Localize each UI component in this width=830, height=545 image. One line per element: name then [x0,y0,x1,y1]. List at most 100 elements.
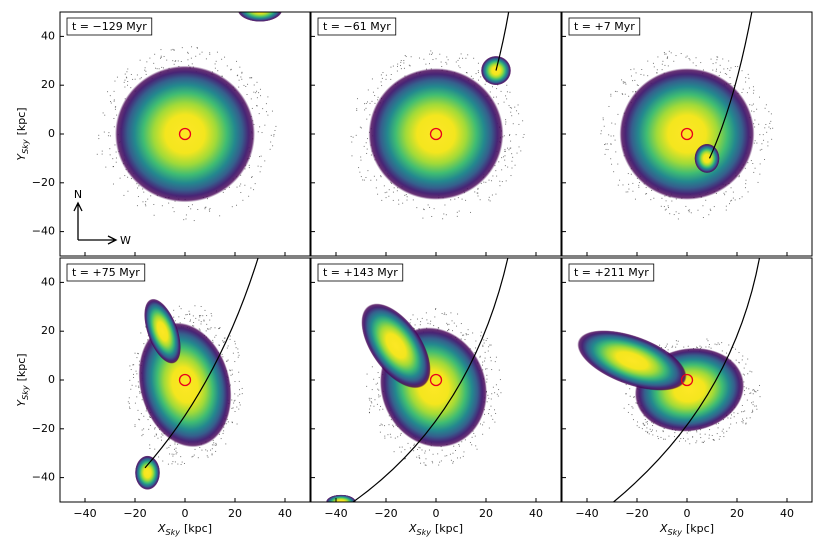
particle [604,144,606,146]
particle [695,65,697,67]
particle [471,436,473,438]
particle [204,206,206,208]
particle [161,205,163,207]
particle [768,111,770,113]
panel-title: t = +211 Myr [574,266,649,279]
particle [141,399,143,401]
particle [237,74,239,76]
particle [749,392,751,394]
particle [113,166,115,168]
particle [393,426,395,428]
label-subscript: Sky [417,528,432,537]
particle [708,437,710,439]
particle [764,107,766,109]
particle [238,389,240,391]
particle [213,442,215,444]
particle [465,57,467,59]
particle [769,128,771,130]
particle [633,396,635,398]
particle [486,381,488,383]
particle [249,77,251,79]
particle [154,53,156,55]
particle [189,313,191,315]
y-tick-label: −20 [32,422,55,435]
particle [167,463,169,465]
particle [621,79,623,81]
particle [259,88,261,90]
particle [477,71,479,73]
particle [498,161,500,163]
particle [669,213,671,215]
particle [645,421,647,423]
particle [214,327,216,329]
particle [229,335,231,337]
particle [504,165,506,167]
particle [730,83,732,85]
particle [406,199,408,201]
particle [677,218,679,220]
particle [732,197,734,199]
particle [138,185,140,187]
center-marker [680,373,694,387]
particle [445,61,447,63]
particle [706,338,708,340]
particle [653,66,655,68]
particle [212,339,214,341]
particle [143,191,145,193]
particle [738,352,740,354]
particle [222,340,224,342]
particle [387,434,389,436]
particle [695,442,697,444]
particle [482,364,484,366]
particle [492,418,494,420]
particle [625,384,627,386]
particle [129,407,131,409]
particle [212,341,214,343]
particle [172,455,174,457]
particle [211,453,213,455]
particle [504,159,506,161]
particle [705,346,707,348]
panel: −40 −20 0 20 40 t = +211 Myr XSky [kpc] [561,257,813,537]
particle [628,95,630,97]
particle [139,59,141,61]
particle [632,80,634,82]
particle [617,163,619,165]
particle [180,456,182,458]
particle [728,60,730,62]
particle [746,92,748,94]
particle [696,347,698,349]
particle [130,87,132,89]
particle [505,95,507,97]
particle [392,191,394,193]
particle [377,99,379,101]
particle [388,189,390,191]
panel: t = −61 Myr [310,11,562,257]
particle [708,434,710,436]
particle [767,145,769,147]
particle [243,84,245,86]
particle [729,203,731,205]
particle [240,183,242,185]
density-blob [694,143,720,174]
particle [409,447,411,449]
particle [227,421,229,423]
particle [231,206,233,208]
particle [123,81,125,83]
particle [257,131,259,133]
particle [723,68,725,70]
particle [374,399,376,401]
compass-north: N [74,188,82,201]
particle [188,310,190,312]
particle [747,373,749,375]
particle [422,217,424,219]
particle [464,439,466,441]
particle [666,57,668,59]
particle [501,181,503,183]
label-symbol: X [157,522,166,535]
particle [745,423,747,425]
particle [610,93,612,95]
particle [744,374,746,376]
particle [459,67,461,69]
